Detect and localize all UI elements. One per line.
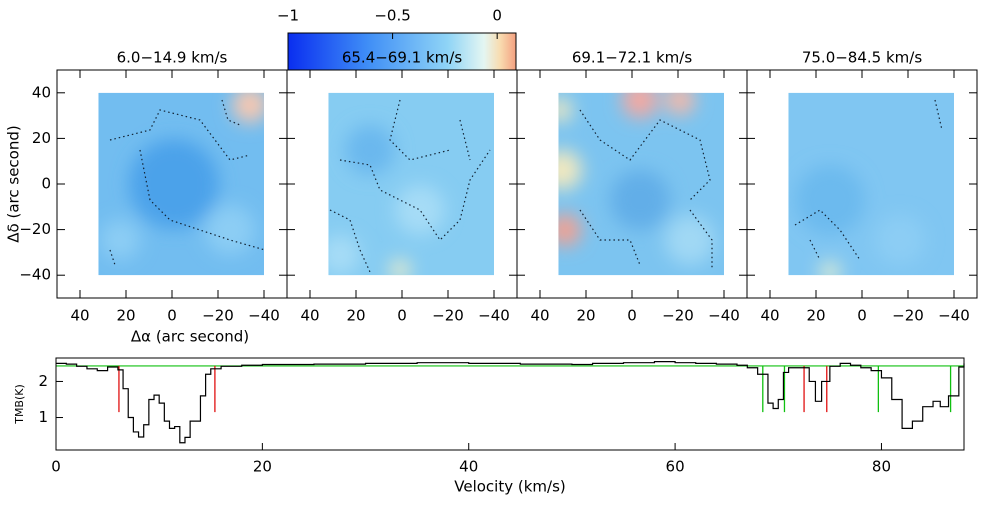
image-blobs [328,125,445,276]
x-tick-label: 80 [872,458,891,476]
image-blob [875,215,925,265]
x-tick-label: 60 [666,458,685,476]
x-tick-label: −40 [708,307,740,325]
image-blob [665,92,695,115]
contour [689,209,713,270]
y-tick-label: −40 [19,266,51,284]
image-content [328,92,494,276]
x-axis-label: Velocity (km/s) [454,478,565,496]
y-tick-label: 40 [32,83,51,101]
x-tick-label: 20 [253,458,272,476]
image-blob [610,170,670,230]
image-blob [795,165,865,235]
spectrum-frame [55,357,965,451]
image-blob [100,220,140,260]
image-blob [232,92,265,123]
contour [109,99,265,251]
x-axis-label: Δα (arc second) [131,328,249,346]
panel-title: 6.0−14.9 km/s [117,49,228,67]
image-blob [395,185,445,235]
image-content [98,92,265,276]
x-tick-label: −20 [892,307,924,325]
panel-title: 65.4−69.1 km/s [342,49,462,67]
x-tick-label: 40 [459,458,478,476]
image-content [788,92,954,276]
x-tick-label: 20 [346,307,365,325]
image-blob [622,92,658,118]
x-tick-label: 0 [397,307,407,325]
image-blob [820,262,840,276]
image-content [558,92,724,276]
heatmap-image [98,92,265,276]
y-tick-label: −20 [19,220,51,238]
x-tick-label: 40 [70,307,89,325]
panel-title: 75.0−84.5 km/s [802,49,922,67]
x-tick-label: 40 [300,307,319,325]
y-tick-label: 2 [38,372,48,390]
image-blob [328,235,360,275]
x-tick-label: 40 [530,307,549,325]
x-tick-label: −40 [248,307,280,325]
colorbar-tick-label: −0.5 [374,7,410,25]
image-blob [345,125,395,175]
heatmap-image [558,92,724,276]
x-tick-label: −20 [202,307,234,325]
x-tick-label: −40 [478,307,510,325]
contour [389,99,471,161]
image-blob [665,215,715,265]
x-tick-label: 20 [576,307,595,325]
image-blob [558,214,581,246]
image-blob [129,139,219,229]
x-tick-label: 0 [627,307,637,325]
image-blobs [795,165,925,276]
x-tick-label: 20 [806,307,825,325]
x-tick-label: −20 [432,307,464,325]
x-tick-label: 0 [167,307,177,325]
panel-title: 69.1−72.1 km/s [572,49,692,67]
colorbar-tick-label: 0 [492,7,502,25]
contour [579,109,711,266]
image-blob [558,150,582,190]
x-tick-label: −40 [938,307,970,325]
x-tick-label: 40 [760,307,779,325]
y-axis-label: Δδ (arc second) [5,125,23,242]
heatmap-image [328,92,494,276]
y-tick-label: 1 [38,408,48,426]
x-tick-label: 20 [116,307,135,325]
x-tick-label: 0 [51,458,61,476]
contour [934,99,943,131]
x-tick-label: 0 [857,307,867,325]
spectrum-line [56,361,965,444]
contour [794,209,861,261]
heatmap-image [788,92,954,276]
colorbar [287,32,517,71]
image-blob [205,205,255,255]
x-tick-label: −20 [662,307,694,325]
image-blobs [558,92,715,265]
image-blob [390,260,410,276]
image-blobs [100,92,265,260]
y-tick-label: 20 [32,129,51,147]
image-blob [558,98,572,122]
y-axis-label: TMB(K) [13,384,26,425]
colorbar-tick-label: −1 [277,7,299,25]
y-tick-label: 0 [41,175,51,193]
